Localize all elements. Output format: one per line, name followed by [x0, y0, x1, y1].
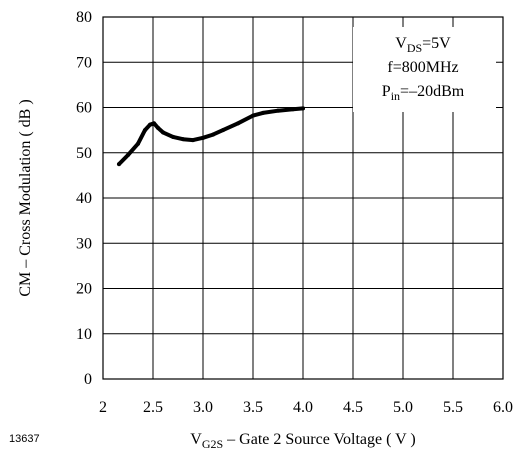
x-tick-label: 5.0 — [393, 399, 413, 416]
data-point — [143, 128, 147, 133]
data-point — [201, 135, 205, 140]
y-tick-label: 50 — [76, 145, 92, 162]
data-point — [261, 110, 265, 115]
y-tick-label: 80 — [76, 9, 92, 26]
y-tick-label: 0 — [84, 371, 92, 388]
data-point — [148, 122, 152, 127]
data-point — [221, 128, 225, 133]
legend-frequency: f=800MHz — [387, 59, 458, 76]
data-point — [276, 108, 280, 113]
plot-frame — [102, 16, 504, 380]
data-point — [191, 138, 195, 143]
x-tick-label: 3.5 — [243, 399, 263, 416]
x-tick-label: 2 — [99, 399, 107, 416]
data-point — [171, 134, 175, 139]
x-tick-label: 4.5 — [343, 399, 363, 416]
y-axis-ticks: 0 10 20 30 40 50 60 70 80 — [76, 9, 92, 388]
series-points — [117, 106, 305, 167]
data-point — [161, 130, 165, 135]
data-point — [181, 137, 185, 142]
data-point — [156, 125, 160, 130]
y-tick-label: 40 — [76, 190, 92, 207]
legend-pin: Pin=–20dBm — [382, 83, 465, 103]
data-point — [117, 162, 121, 167]
data-point — [291, 107, 295, 112]
figure-id: 13637 — [9, 433, 40, 445]
data-point — [126, 153, 130, 158]
legend-vds: VDS=5V — [395, 35, 451, 55]
x-axis-label: VG2S – Gate 2 Source Voltage ( V ) — [190, 431, 415, 451]
series-line-cross-modulation — [117, 106, 305, 167]
data-point — [211, 132, 215, 137]
data-point — [136, 141, 140, 146]
data-point — [301, 106, 305, 111]
y-tick-label: 30 — [76, 235, 92, 252]
x-axis-ticks: 2 2.5 3.0 3.5 4.0 4.5 5.0 5.5 6.0 — [99, 399, 513, 416]
y-axis-label: CM – Cross Modulation ( dB ) — [17, 99, 34, 296]
y-tick-label: 70 — [76, 54, 92, 71]
x-tick-label: 5.5 — [443, 399, 463, 416]
data-point — [236, 121, 240, 126]
data-point — [251, 113, 255, 118]
x-tick-label: 4.0 — [293, 399, 313, 416]
x-tick-label: 6.0 — [493, 399, 513, 416]
x-tick-label: 3.0 — [193, 399, 213, 416]
legend-box — [353, 27, 496, 112]
x-tick-label: 2.5 — [143, 399, 163, 416]
y-tick-label: 20 — [76, 281, 92, 298]
y-tick-label: 60 — [76, 100, 92, 117]
data-point — [152, 121, 156, 126]
y-tick-label: 10 — [76, 326, 92, 343]
